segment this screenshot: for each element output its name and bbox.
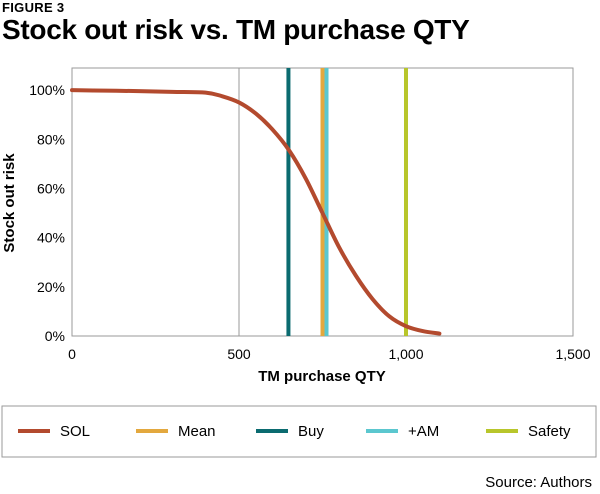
legend-label--am: +AM — [408, 423, 439, 440]
y-tick-label: 40% — [37, 230, 65, 246]
series-line-sol — [70, 88, 442, 336]
y-tick-label: 100% — [29, 82, 65, 98]
y-tick-labels: 0% 20% 40% 60% 80% 100% — [29, 82, 65, 344]
legend-label-sol: SOL — [60, 423, 90, 440]
y-tick-label: 80% — [37, 131, 65, 147]
x-tick-label: 1,500 — [555, 346, 590, 362]
legend: SOL Mean Buy +AM Safety — [18, 423, 571, 440]
reference-lines — [286, 68, 408, 336]
y-axis-title: Stock out risk — [1, 153, 18, 253]
x-tick-label: 500 — [227, 346, 251, 362]
source-note: Source: Authors — [485, 474, 592, 491]
legend-label-safety: Safety — [528, 423, 571, 440]
y-tick-label: 60% — [37, 180, 65, 196]
x-tick-label: 0 — [68, 346, 76, 362]
figure-label: FIGURE 3 — [2, 0, 65, 15]
x-tick-label: 1,000 — [388, 346, 423, 362]
y-tick-label: 20% — [37, 279, 65, 295]
legend-label-buy: Buy — [298, 423, 324, 440]
y-tick-label: 0% — [45, 328, 65, 344]
chart-title: Stock out risk vs. TM purchase QTY — [2, 14, 470, 45]
legend-label-mean: Mean — [178, 423, 216, 440]
x-axis-title: TM purchase QTY — [258, 368, 386, 385]
x-tick-labels: 0 500 1,000 1,500 — [68, 346, 591, 362]
